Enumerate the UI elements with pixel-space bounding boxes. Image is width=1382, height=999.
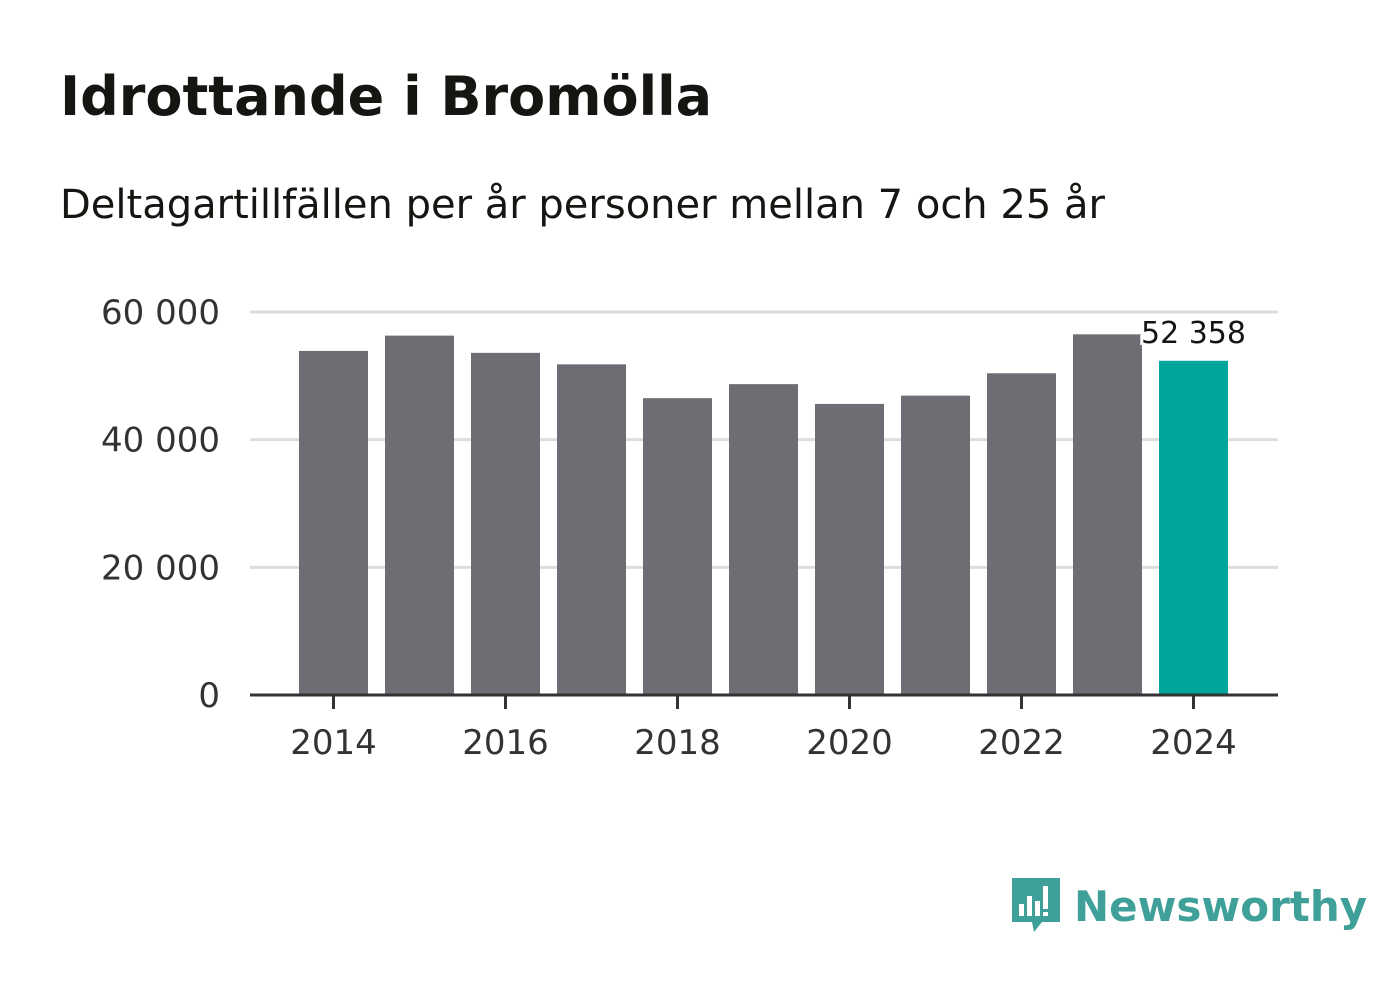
chart-subtitle: Deltagartillfällen per år personer mella… bbox=[60, 182, 1105, 228]
x-tick-label: 2024 bbox=[1150, 723, 1237, 763]
x-tick-label: 2014 bbox=[290, 723, 377, 763]
y-tick-label: 40 000 bbox=[101, 421, 220, 461]
bar bbox=[1073, 334, 1142, 695]
x-tick-label: 2016 bbox=[462, 723, 549, 763]
bar bbox=[471, 352, 540, 695]
newsworthy-logo: Newsworthy bbox=[1010, 876, 1367, 936]
x-tick-label: 2022 bbox=[978, 723, 1065, 763]
brand-name: Newsworthy bbox=[1074, 881, 1368, 931]
y-tick-label: 20 000 bbox=[101, 548, 220, 588]
x-tick-label: 2020 bbox=[806, 723, 893, 763]
bar bbox=[987, 373, 1056, 695]
bar bbox=[385, 335, 454, 695]
x-tick-label: 2018 bbox=[634, 723, 721, 763]
bar bbox=[299, 350, 368, 695]
bar bbox=[815, 403, 884, 695]
bar-highlight bbox=[1159, 360, 1228, 695]
bar bbox=[643, 398, 712, 695]
newsworthy-chart-icon bbox=[1012, 878, 1060, 932]
bar bbox=[729, 384, 798, 695]
bar bbox=[901, 395, 970, 695]
y-tick-label: 0 bbox=[198, 676, 220, 716]
bar bbox=[557, 364, 626, 695]
chart-title: Idrottande i Bromölla bbox=[60, 65, 713, 128]
y-tick-label: 60 000 bbox=[101, 293, 220, 333]
data-label: 52 358 bbox=[1141, 316, 1246, 351]
